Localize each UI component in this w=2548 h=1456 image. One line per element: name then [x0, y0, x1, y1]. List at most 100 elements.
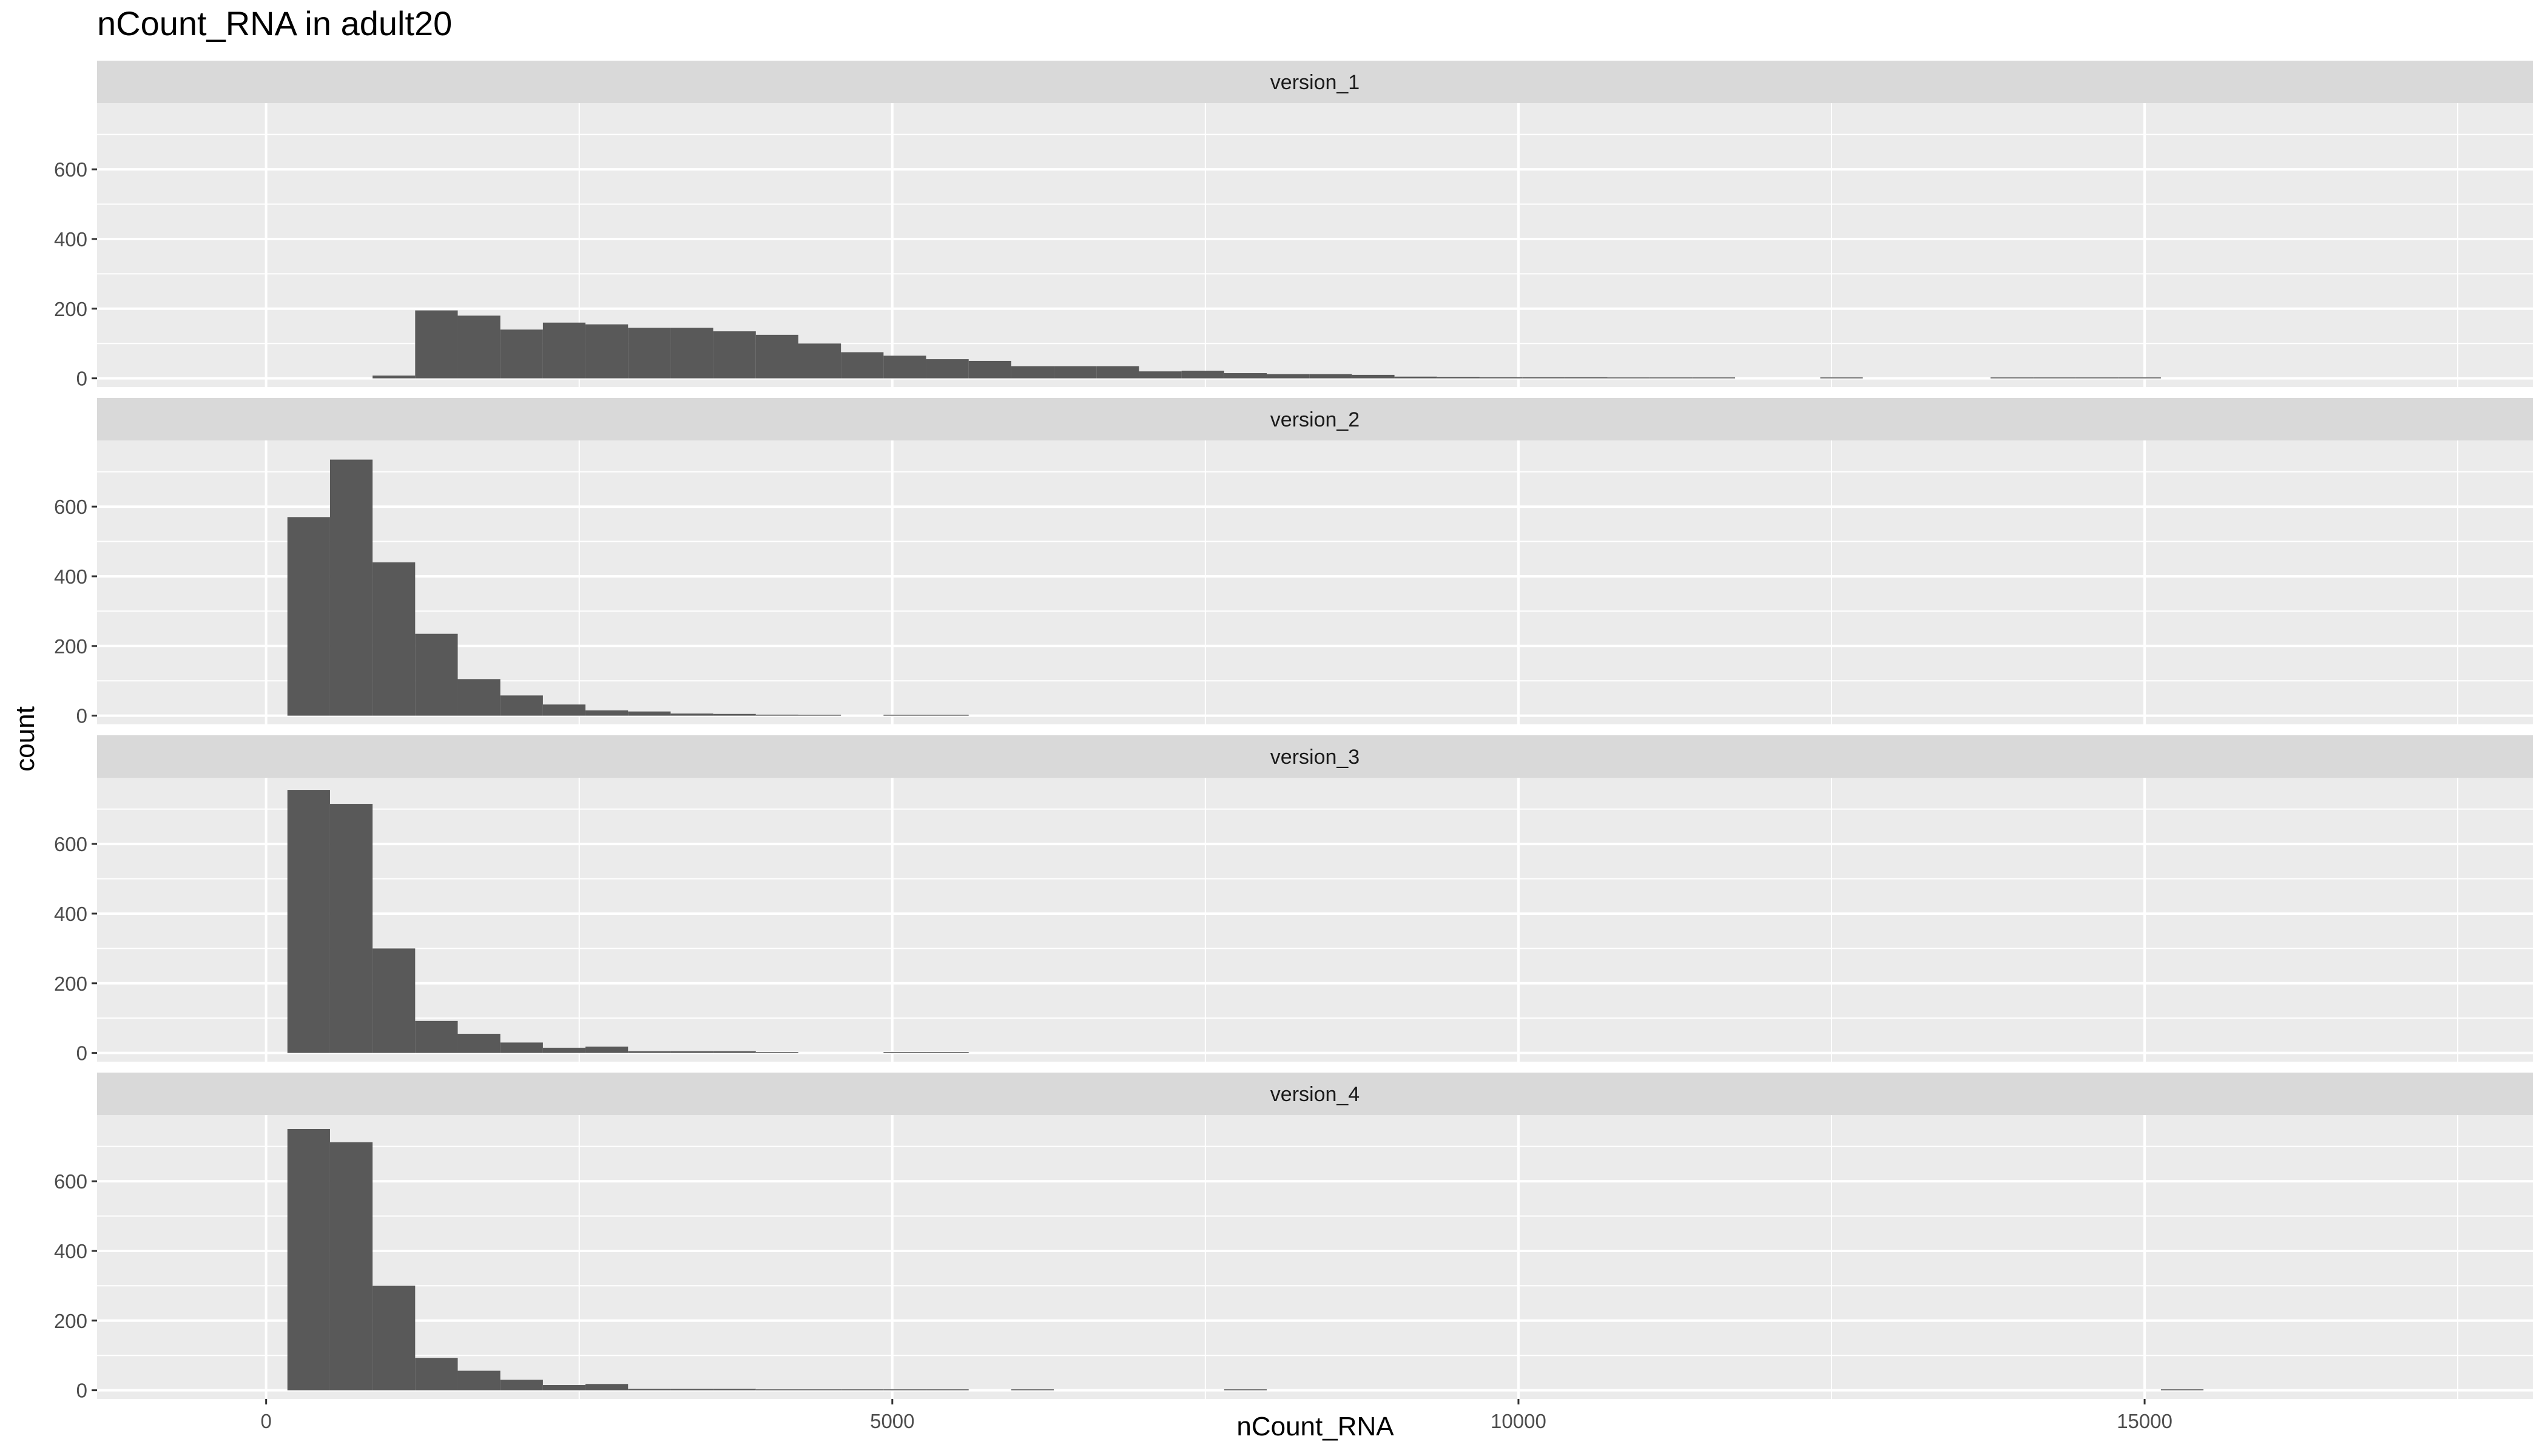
histogram-bar: [1437, 377, 1480, 379]
histogram-bar: [457, 1370, 500, 1390]
histogram-bar: [1054, 366, 1097, 379]
y-tick-label: 600: [54, 496, 87, 518]
y-tick-label: 600: [54, 158, 87, 181]
histogram-bar: [1139, 371, 1182, 379]
histogram-bar: [372, 1286, 416, 1390]
histogram-bar: [926, 359, 969, 379]
histogram-bar: [500, 1380, 543, 1390]
y-tick-label: 0: [76, 1042, 87, 1065]
histogram-bar: [841, 1389, 884, 1390]
histogram-bar: [1479, 377, 1523, 379]
histogram-bar: [841, 352, 884, 379]
chart-title: nCount_RNA in adult20: [97, 4, 452, 42]
histogram-bar: [755, 334, 798, 379]
histogram-bar: [415, 1020, 458, 1053]
histogram-bar: [1224, 1389, 1267, 1390]
histogram-bar: [670, 1389, 713, 1390]
y-tick-label: 200: [54, 1310, 87, 1332]
histogram-bar: [713, 331, 756, 379]
histogram-bar: [1990, 377, 2034, 379]
facet-panel: version_2 0 200 400 600: [54, 398, 2533, 727]
histogram-bar: [500, 695, 543, 716]
facet-strip: [97, 1073, 2533, 1115]
histogram-bar: [542, 322, 586, 379]
histogram-bar: [287, 790, 330, 1053]
y-tick-label: 200: [54, 298, 87, 320]
histogram-bar: [670, 1051, 713, 1053]
y-tick-label: 600: [54, 833, 87, 855]
histogram-bar: [628, 1051, 671, 1053]
histogram-bar: [500, 329, 543, 379]
histogram-bar: [798, 715, 841, 716]
histogram-bar: [755, 714, 798, 716]
histogram-bar: [968, 360, 1011, 379]
histogram-bar: [1224, 373, 1267, 379]
histogram-bar: [457, 1034, 500, 1053]
histogram-bar: [926, 1389, 969, 1390]
histogram-bar: [287, 1128, 330, 1390]
y-tick-label: 600: [54, 1170, 87, 1193]
histogram-bar: [1267, 374, 1310, 379]
histogram-bar: [713, 713, 756, 716]
histogram-bar: [1352, 374, 1395, 379]
histogram-bar: [1650, 377, 1693, 379]
y-tick-label: 400: [54, 565, 87, 588]
histogram-bar: [798, 1389, 841, 1390]
facet-strip: [97, 398, 2533, 440]
facet-strip-label: version_3: [1270, 746, 1360, 769]
histogram-bar: [585, 1384, 629, 1390]
x-tick-label: 15000: [2117, 1410, 2172, 1432]
y-tick-label: 0: [76, 705, 87, 727]
histogram-bar: [542, 1385, 586, 1390]
x-tick-label: 0: [260, 1410, 271, 1432]
facet-panel: version_4 0 200 400 600: [54, 1073, 2533, 1402]
y-tick-label: 400: [54, 1240, 87, 1262]
histogram-bar: [926, 1052, 969, 1053]
histogram-bar: [755, 1052, 798, 1053]
x-axis: 0 5000 10000 15000: [260, 1399, 2172, 1432]
histogram-bar: [883, 1052, 926, 1053]
facet-strip: [97, 61, 2533, 103]
histogram-bar: [2033, 377, 2076, 379]
histogram-bar: [372, 562, 416, 716]
y-tick-label: 400: [54, 903, 87, 925]
histogram-bar: [585, 710, 629, 716]
histogram-bar: [1692, 377, 1736, 379]
histogram-bar: [457, 315, 500, 379]
y-tick-label: 0: [76, 368, 87, 390]
histogram-bar: [670, 328, 713, 379]
facet-strip-label: version_4: [1270, 1083, 1360, 1106]
histogram-bar: [2075, 377, 2118, 379]
histogram-bar: [713, 1051, 756, 1053]
histogram-bar: [883, 1389, 926, 1390]
histogram-bar: [2160, 1389, 2204, 1390]
histogram-bar: [1522, 377, 1565, 379]
histogram-bar: [1011, 1389, 1054, 1390]
panel-background: [97, 440, 2533, 724]
y-axis-title: count: [10, 706, 40, 772]
histogram-bar: [372, 948, 416, 1053]
histogram-bar: [755, 1389, 798, 1390]
facet-panel: version_1 0 200 400 600: [54, 61, 2533, 390]
histogram-bar: [542, 1048, 586, 1053]
histogram-bar: [883, 715, 926, 716]
histogram-bar: [1820, 377, 1863, 379]
histogram-bar: [713, 1389, 756, 1390]
histogram-bar: [670, 713, 713, 716]
facet-panels: version_10200400600version_20200400600ve…: [54, 61, 2533, 1402]
histogram-bar: [329, 1142, 373, 1390]
histogram-bar: [1565, 377, 1608, 379]
histogram-bar: [415, 310, 458, 379]
histogram-bar: [1394, 376, 1437, 379]
histogram-bar: [2118, 377, 2161, 379]
histogram-bar: [628, 1389, 671, 1390]
histogram-bar: [585, 1046, 629, 1053]
facet-panel: version_3 0 200 400 600: [54, 735, 2533, 1065]
histogram-bar: [415, 633, 458, 716]
histogram-bar: [585, 324, 629, 379]
histogram-bar: [415, 1358, 458, 1390]
y-tick-label: 400: [54, 228, 87, 251]
facet-strip-label: version_2: [1270, 408, 1360, 431]
histogram-bar: [1011, 366, 1054, 379]
